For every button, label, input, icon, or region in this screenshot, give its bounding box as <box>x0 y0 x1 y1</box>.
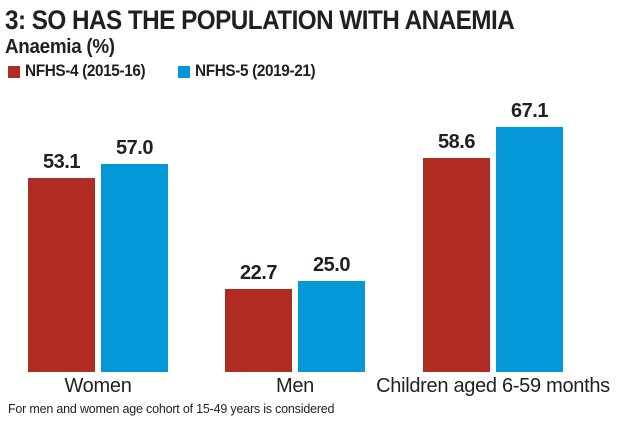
value-label-nfhs5-men: 25.0 <box>313 254 350 276</box>
value-label-nfhs4-children: 58.6 <box>438 131 475 153</box>
value-label-nfhs4-women: 53.1 <box>43 151 80 173</box>
bar-nfhs4-children <box>423 158 490 372</box>
legend-label-nfhs5: NFHS-5 (2019-21) <box>195 62 316 80</box>
chart-title: 3: SO HAS THE POPULATION WITH ANAEMIA <box>5 5 515 35</box>
nfhs4-swatch-icon <box>8 65 20 78</box>
chart-footnote: For men and women age cohort of 15-49 ye… <box>8 402 335 416</box>
chart-subtitle: Anaemia (%) <box>5 36 115 58</box>
value-label-nfhs4-men: 22.7 <box>240 262 277 284</box>
value-label-nfhs5-women: 57.0 <box>116 137 153 159</box>
legend: NFHS-4 (2015-16) NFHS-5 (2019-21) <box>8 62 325 81</box>
legend-label-nfhs4: NFHS-4 (2015-16) <box>25 62 146 80</box>
bar-nfhs4-women <box>28 178 95 372</box>
bar-nfhs4-men <box>225 289 292 372</box>
legend-item-nfhs4: NFHS-4 (2015-16) <box>8 62 154 81</box>
value-label-nfhs5-children: 67.1 <box>511 100 548 122</box>
legend-item-nfhs5: NFHS-5 (2019-21) <box>178 62 324 81</box>
bar-nfhs5-children <box>496 127 563 372</box>
category-label-women: Women <box>64 375 132 397</box>
bar-nfhs5-women <box>101 164 168 372</box>
nfhs5-swatch-icon <box>178 65 191 78</box>
category-label-children: Children aged 6-59 months <box>376 375 610 397</box>
bar-nfhs5-men <box>298 281 365 372</box>
category-label-men: Men <box>275 375 314 397</box>
